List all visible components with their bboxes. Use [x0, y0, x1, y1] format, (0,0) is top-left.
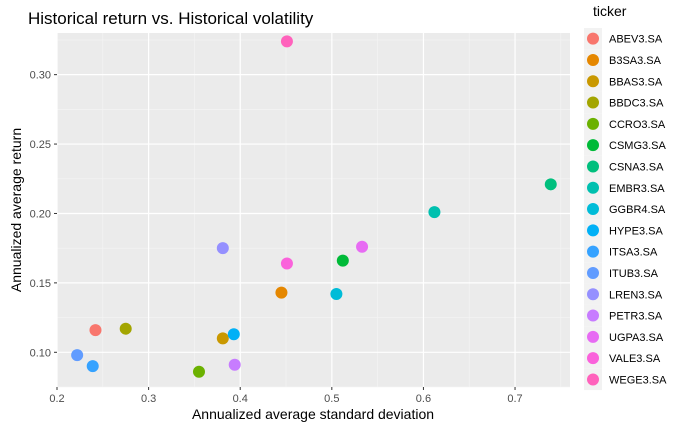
- legend-marker-petr3-sa: [587, 309, 599, 322]
- legend-label-abev3-sa: ABEV3.SA: [609, 34, 663, 46]
- data-point-embr3-sa: [428, 206, 441, 219]
- data-point-ccro3-sa: [192, 365, 205, 378]
- legend-marker-itub3-sa: [587, 266, 599, 279]
- y-axis-label: Annualized average return: [8, 128, 24, 292]
- x-tick-label: 0.2: [49, 393, 64, 405]
- x-axis: 0.2 0.3 0.4 0.5 0.6 0.7: [49, 387, 523, 405]
- legend-label-csmg3-sa: CSMG3.SA: [609, 140, 667, 152]
- data-point-bbdc3-sa: [119, 322, 132, 335]
- data-point-b3sa3-sa: [275, 286, 288, 299]
- legend-marker-vale3-sa: [587, 352, 599, 365]
- legend-marker-ggbr4-sa: [587, 203, 599, 216]
- data-point-bbas3-sa: [216, 332, 229, 345]
- legend-marker-ugpa3-sa: [587, 330, 599, 343]
- data-point-petr3-sa: [228, 358, 241, 371]
- legend-marker-csmg3-sa: [587, 139, 599, 152]
- data-point-ugpa3-sa: [356, 240, 369, 253]
- plot-panel: [57, 33, 570, 387]
- legend-label-wege3-sa: WEGE3.SA: [609, 374, 667, 386]
- legend-label-petr3-sa: PETR3.SA: [609, 311, 663, 323]
- legend-label-ugpa3-sa: UGPA3.SA: [609, 332, 664, 344]
- legend-label-bbas3-sa: BBAS3.SA: [609, 76, 663, 88]
- x-axis-label: Annualized average standard deviation: [192, 406, 434, 422]
- data-point-ggbr4-sa: [330, 287, 343, 300]
- data-points: [71, 35, 557, 378]
- x-tick-label: 0.5: [324, 393, 339, 405]
- data-point-wege3-sa: [280, 35, 293, 48]
- data-point-vale3-sa: [280, 257, 293, 270]
- major-gridlines: [56, 33, 570, 387]
- x-tick-label: 0.6: [416, 393, 431, 405]
- data-point-lren3-sa: [216, 242, 229, 255]
- legend-marker-embr3-sa: [587, 181, 599, 194]
- legend: ticker ABEV3.SA B3SA3.SA BBAS3.SA BBDC3.SA C…: [584, 3, 667, 391]
- minor-gridlines: [57, 33, 570, 388]
- y-tick-label: 0.15: [30, 278, 51, 290]
- legend-label-embr3-sa: EMBR3.SA: [609, 183, 665, 195]
- legend-label-itsa3-sa: ITSA3.SA: [609, 247, 658, 259]
- y-axis: 0.10 0.15 0.20 0.25 0.30: [30, 70, 57, 359]
- legend-label-ccro3-sa: CCRO3.SA: [609, 119, 666, 131]
- data-point-csna3-sa: [544, 178, 557, 191]
- legend-marker-bbas3-sa: [587, 75, 599, 88]
- data-point-abev3-sa: [89, 324, 102, 337]
- legend-label-ggbr4-sa: GGBR4.SA: [609, 204, 666, 216]
- legend-label-hype3-sa: HYPE3.SA: [609, 225, 663, 237]
- legend-title: ticker: [593, 3, 627, 19]
- legend-label-vale3-sa: VALE3.SA: [609, 353, 661, 365]
- legend-label-b3sa3-sa: B3SA3.SA: [609, 55, 662, 67]
- y-tick-label: 0.10: [30, 347, 51, 359]
- data-point-itsa3-sa: [86, 360, 99, 373]
- legend-label-csna3-sa: CSNA3.SA: [609, 161, 664, 173]
- legend-marker-ccro3-sa: [587, 117, 599, 130]
- y-tick-label: 0.20: [30, 208, 51, 220]
- legend-label-lren3-sa: LREN3.SA: [609, 289, 663, 301]
- legend-label-itub3-sa: ITUB3.SA: [609, 268, 659, 280]
- legend-label-bbdc3-sa: BBDC3.SA: [609, 98, 664, 110]
- data-point-itub3-sa: [71, 349, 84, 362]
- legend-marker-csna3-sa: [587, 160, 599, 173]
- data-point-hype3-sa: [227, 328, 240, 341]
- legend-marker-abev3-sa: [587, 32, 599, 45]
- x-tick-label: 0.7: [507, 393, 522, 405]
- legend-marker-lren3-sa: [587, 288, 599, 301]
- legend-marker-hype3-sa: [587, 224, 599, 237]
- y-tick-label: 0.30: [30, 70, 51, 82]
- legend-marker-wege3-sa: [587, 373, 599, 386]
- chart-title: Historical return vs. Historical volatil…: [28, 9, 314, 28]
- data-point-csmg3-sa: [336, 254, 349, 267]
- legend-marker-itsa3-sa: [587, 245, 599, 258]
- legend-marker-b3sa3-sa: [587, 53, 599, 66]
- x-tick-label: 0.4: [233, 393, 248, 405]
- y-tick-label: 0.25: [30, 139, 51, 151]
- x-tick-label: 0.3: [141, 393, 156, 405]
- legend-marker-bbdc3-sa: [587, 96, 599, 109]
